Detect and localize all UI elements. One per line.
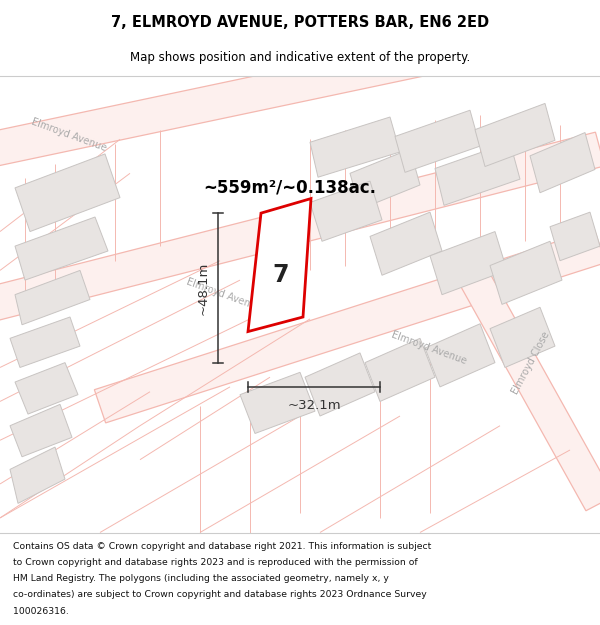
Polygon shape	[350, 149, 420, 209]
Polygon shape	[15, 154, 120, 232]
Polygon shape	[370, 212, 442, 275]
Text: Elmroyd Avenue: Elmroyd Avenue	[185, 276, 263, 313]
Text: Elmroyd Avenue: Elmroyd Avenue	[30, 116, 108, 152]
Polygon shape	[425, 324, 495, 387]
Polygon shape	[395, 110, 480, 173]
Polygon shape	[310, 181, 382, 241]
Polygon shape	[10, 317, 80, 368]
Polygon shape	[248, 199, 311, 331]
Polygon shape	[490, 308, 555, 368]
Text: ~559m²/~0.138ac.: ~559m²/~0.138ac.	[203, 179, 377, 197]
Text: Elmroyd Close: Elmroyd Close	[510, 329, 551, 396]
Text: to Crown copyright and database rights 2023 and is reproduced with the permissio: to Crown copyright and database rights 2…	[13, 558, 418, 567]
Text: 100026316.: 100026316.	[13, 606, 69, 616]
Polygon shape	[430, 232, 507, 294]
Polygon shape	[435, 142, 520, 206]
Polygon shape	[94, 229, 600, 423]
Text: Elmroyd Avenue: Elmroyd Avenue	[390, 330, 468, 366]
Polygon shape	[15, 271, 90, 325]
Text: co-ordinates) are subject to Crown copyright and database rights 2023 Ordnance S: co-ordinates) are subject to Crown copyr…	[13, 590, 427, 599]
Polygon shape	[475, 103, 555, 166]
Polygon shape	[240, 372, 315, 434]
Text: 7: 7	[272, 262, 289, 287]
Polygon shape	[15, 217, 108, 280]
Polygon shape	[10, 404, 72, 457]
Polygon shape	[0, 132, 600, 321]
Text: Map shows position and indicative extent of the property.: Map shows position and indicative extent…	[130, 51, 470, 64]
Polygon shape	[15, 362, 78, 414]
Polygon shape	[490, 241, 562, 304]
Polygon shape	[0, 40, 434, 171]
Polygon shape	[365, 338, 435, 401]
Text: ~48.1m: ~48.1m	[197, 261, 210, 314]
Polygon shape	[456, 263, 600, 511]
Text: ~32.1m: ~32.1m	[287, 399, 341, 411]
Text: Contains OS data © Crown copyright and database right 2021. This information is : Contains OS data © Crown copyright and d…	[13, 542, 431, 551]
Polygon shape	[530, 132, 595, 192]
Polygon shape	[310, 117, 400, 178]
Text: 7, ELMROYD AVENUE, POTTERS BAR, EN6 2ED: 7, ELMROYD AVENUE, POTTERS BAR, EN6 2ED	[111, 16, 489, 31]
Text: HM Land Registry. The polygons (including the associated geometry, namely x, y: HM Land Registry. The polygons (includin…	[13, 574, 389, 583]
Polygon shape	[305, 353, 375, 416]
Polygon shape	[10, 447, 65, 503]
Polygon shape	[550, 212, 600, 261]
